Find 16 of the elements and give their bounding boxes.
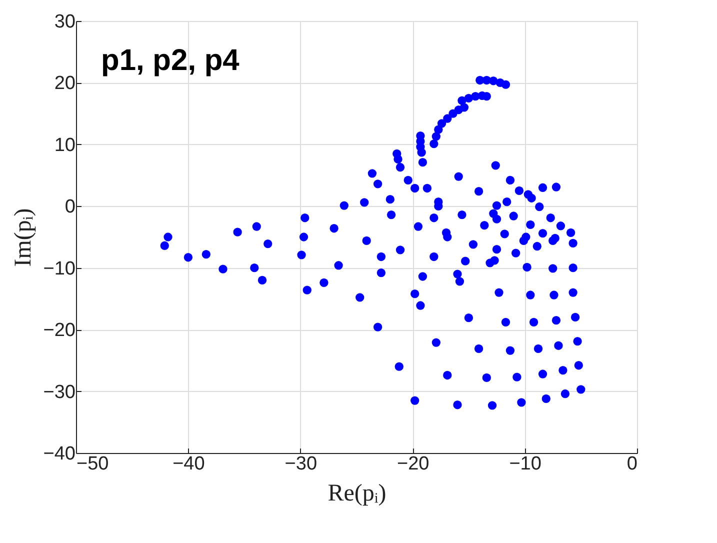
y-tick-label: −10 [43, 258, 76, 280]
y-tick-label: 10 [54, 134, 76, 156]
x-tick-label: −50 [76, 454, 109, 474]
y-tick-label: 30 [54, 12, 76, 32]
x-tick-label: −30 [284, 454, 318, 474]
y-tick-label: −20 [43, 320, 76, 342]
x-tick-label: −40 [172, 454, 205, 474]
annotation: p1, p2, p4 [101, 44, 240, 77]
y-axis-title: Im(pᵢ) [10, 208, 36, 267]
x-tick-label: 0 [626, 454, 638, 474]
y-tick-label: 0 [64, 196, 76, 218]
y-tick-label: 20 [54, 73, 76, 94]
x-tick-label: −20 [396, 454, 430, 474]
y-tick-label: −30 [43, 382, 76, 403]
x-axis-title: Re(pᵢ) [328, 480, 386, 506]
x-tick-label: −10 [509, 454, 542, 474]
